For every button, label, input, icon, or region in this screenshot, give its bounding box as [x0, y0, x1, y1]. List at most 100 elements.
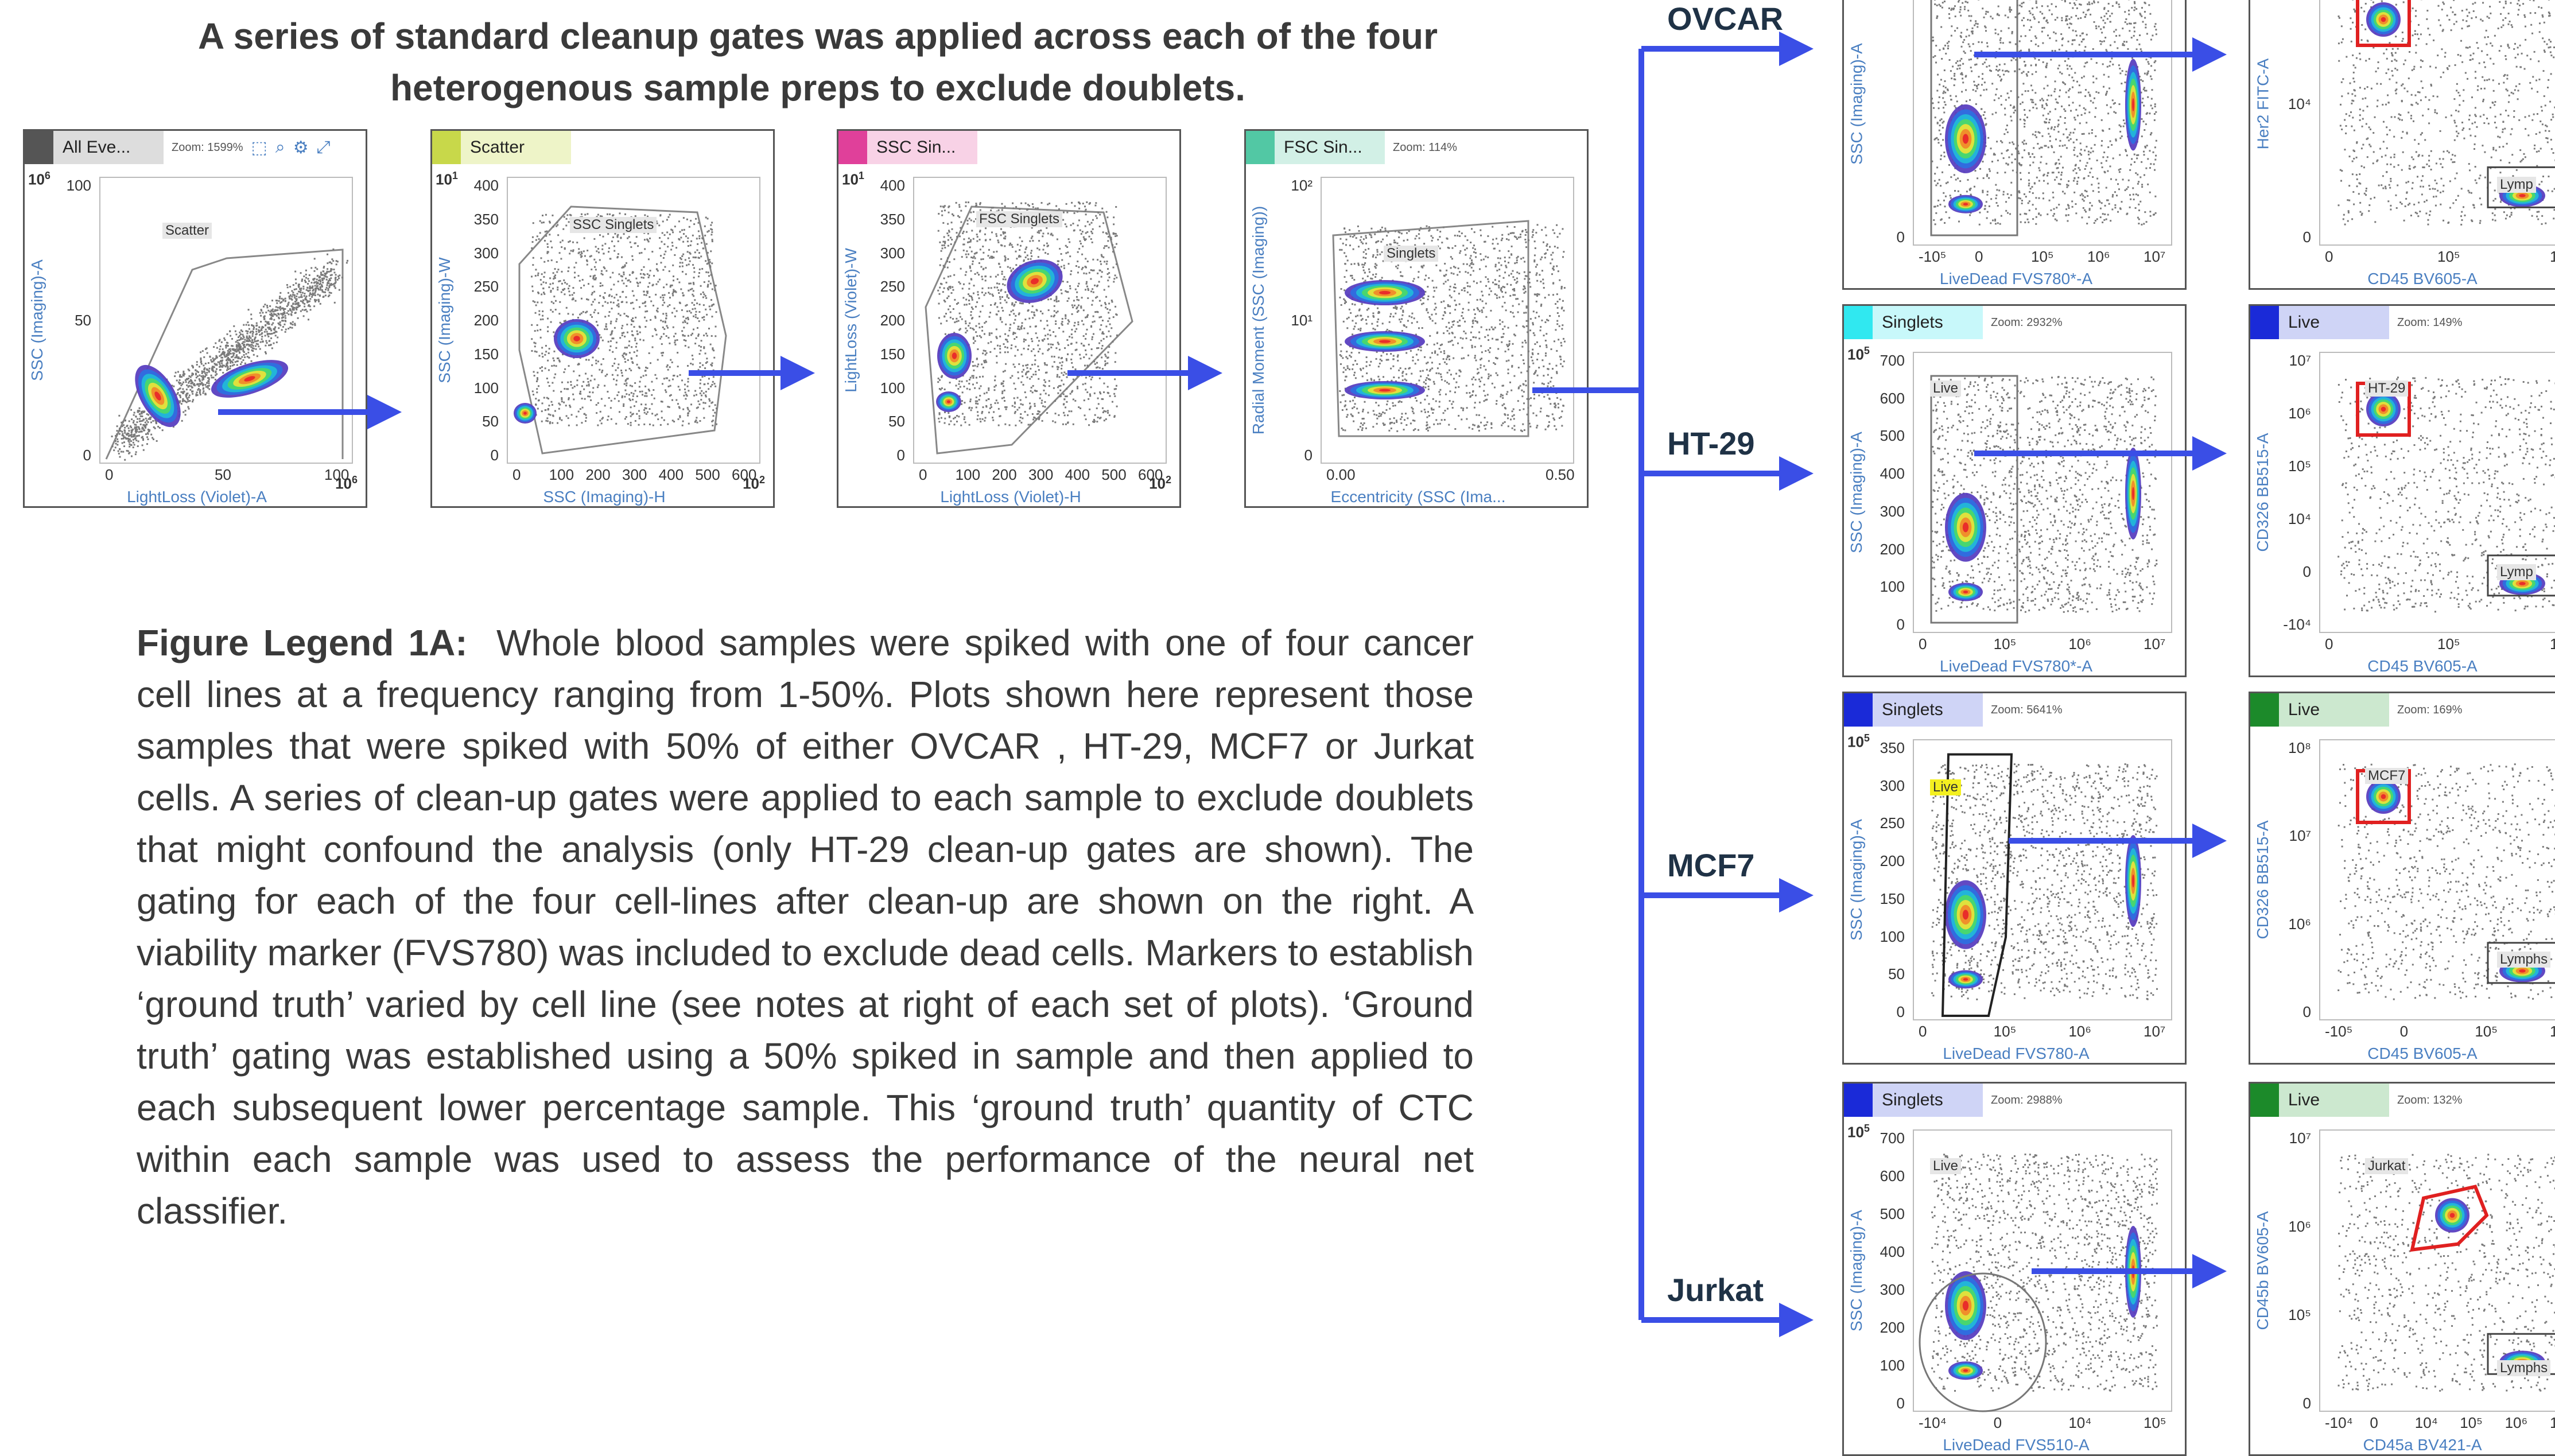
plot-area[interactable]: [1321, 177, 1574, 464]
population-tab[interactable]: All Eve...: [53, 131, 164, 164]
y-tick-label: 0: [2302, 1395, 2311, 1412]
population-cloud: [1948, 970, 1983, 989]
cleanup-plot-4[interactable]: FSC Sin... Zoom: 114% Radial Moment (SSC (…: [1244, 129, 1589, 508]
gate-label[interactable]: SSC Singlets: [570, 217, 657, 233]
x-tick-label: 0.50: [1546, 466, 1575, 483]
y-tick-label: 10⁸: [2288, 739, 2311, 756]
plot-area[interactable]: [1913, 1129, 2172, 1412]
y-tick-label: 50: [888, 413, 905, 430]
gate-label[interactable]: Singlets: [1384, 246, 1439, 262]
gate-label[interactable]: Jurkat: [2365, 1158, 2409, 1174]
y-tick-label: 0: [1896, 1395, 1905, 1412]
y-tick-label: 10⁷: [2289, 352, 2311, 369]
cell-line-label-ovcar: OVCAR: [1667, 1, 1784, 37]
y-axis-max-label: 105: [1847, 1123, 1870, 1141]
y-tick-label: 100: [1880, 578, 1905, 596]
population-tab[interactable]: Scatter: [461, 131, 571, 164]
gate-label[interactable]: Live: [1930, 380, 1962, 397]
x-axis-max-exponent: 2: [1165, 474, 1171, 486]
gate-label[interactable]: Scatter: [162, 223, 212, 239]
y-tick-label: 350: [473, 210, 499, 228]
cleanup-plot-2[interactable]: Scatter SSC (Imaging)-W SSC (Imaging)-H 101…: [430, 129, 775, 508]
panel-header: Singlets Zoom: 5641%: [1844, 693, 2185, 727]
x-tick-label: 10⁷: [2144, 1023, 2166, 1040]
gate-label[interactable]: MCF7: [2365, 768, 2409, 784]
expand-icon[interactable]: ⤢: [316, 138, 331, 157]
y-tick-label: 150: [1880, 890, 1905, 907]
lymphs-gate-label[interactable]: Lymphs: [2497, 1360, 2551, 1376]
gate-label[interactable]: Live: [1930, 1158, 1962, 1174]
x-tick-label: 10⁶: [2087, 248, 2110, 265]
ground-truth-plot-4[interactable]: Live Zoom: 132% CD45b BV605-A CD45a BV421-A…: [2249, 1082, 2555, 1456]
lymphs-gate-label[interactable]: Lymp: [2497, 177, 2536, 193]
y-tick-label: 100: [473, 379, 499, 397]
x-axis-label: CD45a BV421-A: [2363, 1436, 2482, 1454]
zoom-readout: Zoom: 149%: [2397, 316, 2463, 329]
y-tick-label: 100: [66, 177, 91, 194]
y-tick-label: 0: [2302, 563, 2311, 580]
magnify-icon[interactable]: ⌕: [275, 138, 285, 157]
y-tick-label: 100: [1880, 927, 1905, 945]
ground-truth-plot-3[interactable]: Live Zoom: 169% CD326 BB515-A CD45 BV605-A 1…: [2249, 692, 2555, 1065]
gear-icon[interactable]: ⚙: [293, 138, 309, 157]
lymphs-gate-label[interactable]: Lymp: [2497, 564, 2536, 580]
live-gate-plot-3[interactable]: Singlets Zoom: 5641% SSC (Imaging)-A LiveDe…: [1842, 692, 2187, 1065]
select-icon[interactable]: ⬚: [251, 138, 267, 157]
y-tick-label: 400: [473, 177, 499, 194]
y-tick-label: 200: [1880, 540, 1905, 558]
y-tick-label: 150: [880, 345, 905, 363]
plot-area[interactable]: [1913, 739, 2172, 1020]
x-tick-label: 10⁵: [2460, 1414, 2483, 1431]
population-tab[interactable]: Live: [2279, 1084, 2389, 1117]
lymphs-gate-label[interactable]: Lymphs: [2497, 952, 2551, 968]
y-tick-label: 0: [490, 446, 499, 464]
plot-area[interactable]: [507, 177, 760, 464]
y-tick-label: 600: [1880, 1167, 1905, 1185]
population-tab[interactable]: FSC Sin...: [1275, 131, 1385, 164]
population-tab[interactable]: Singlets: [1873, 693, 1983, 727]
x-axis-max-base: 10: [743, 475, 759, 492]
plot-area[interactable]: [913, 177, 1167, 464]
gate-label[interactable]: Live: [1930, 779, 1962, 795]
x-tick-label: 300: [622, 466, 647, 483]
y-axis-max-label: 105: [1847, 732, 1870, 751]
y-tick-label: 300: [880, 244, 905, 262]
live-gate-plot-2[interactable]: Singlets Zoom: 2932% SSC (Imaging)-A LiveDe…: [1842, 304, 2187, 677]
gate-label[interactable]: FSC Singlets: [976, 211, 1063, 227]
y-tick-label: 400: [880, 177, 905, 194]
x-tick-label: 300: [1028, 466, 1054, 483]
x-tick-label: 10⁶: [2550, 248, 2555, 266]
y-tick-label: 400: [1880, 465, 1905, 483]
population-cloud: [936, 391, 961, 412]
cleanup-plot-3[interactable]: SSC Sin... LightLoss (Violet)-W LightLoss …: [837, 129, 1181, 508]
population-tab[interactable]: SSC Sin...: [867, 131, 977, 164]
x-tick-label: 10⁶: [2068, 1023, 2091, 1040]
population-tab[interactable]: Singlets: [1873, 306, 1983, 339]
x-tick-label: 10⁶: [2550, 1023, 2555, 1040]
plot-area[interactable]: [1913, 0, 2172, 246]
population-color-swatch: [432, 131, 461, 164]
x-tick-label: 100: [549, 466, 574, 483]
plot-area[interactable]: [99, 177, 353, 464]
population-tab[interactable]: Live: [2279, 306, 2389, 339]
y-tick-label: 10⁷: [2289, 1129, 2311, 1147]
zoom-readout: Zoom: 114%: [1393, 141, 1457, 154]
ground-truth-plot-2[interactable]: Live Zoom: 149% CD326 BB515-A CD45 BV605-A 1…: [2249, 304, 2555, 677]
panel-header: Live Zoom: 132%: [2250, 1084, 2555, 1117]
population-cloud: [937, 333, 972, 379]
panel-header: Live Zoom: 169%: [2250, 693, 2555, 727]
x-tick-label: 0: [2399, 1023, 2409, 1040]
population-tab[interactable]: Live: [2279, 693, 2389, 727]
plot-area[interactable]: [2319, 0, 2555, 246]
cleanup-plot-1[interactable]: All Eve... Zoom: 1599% ⬚ ⌕ ⚙ ⤢ SSC (Imaging)-A…: [23, 129, 367, 508]
gate-label[interactable]: HT-29: [2365, 380, 2409, 397]
population-tab[interactable]: Singlets: [1873, 1084, 1983, 1117]
plot-area[interactable]: [1913, 352, 2172, 633]
panel-header: Live Zoom: 149%: [2250, 306, 2555, 339]
x-tick-label: -10⁵: [1919, 248, 1947, 265]
density-plot: [1931, 753, 2158, 1017]
y-tick-label: 0: [896, 446, 905, 464]
population-cloud: [2125, 59, 2141, 151]
